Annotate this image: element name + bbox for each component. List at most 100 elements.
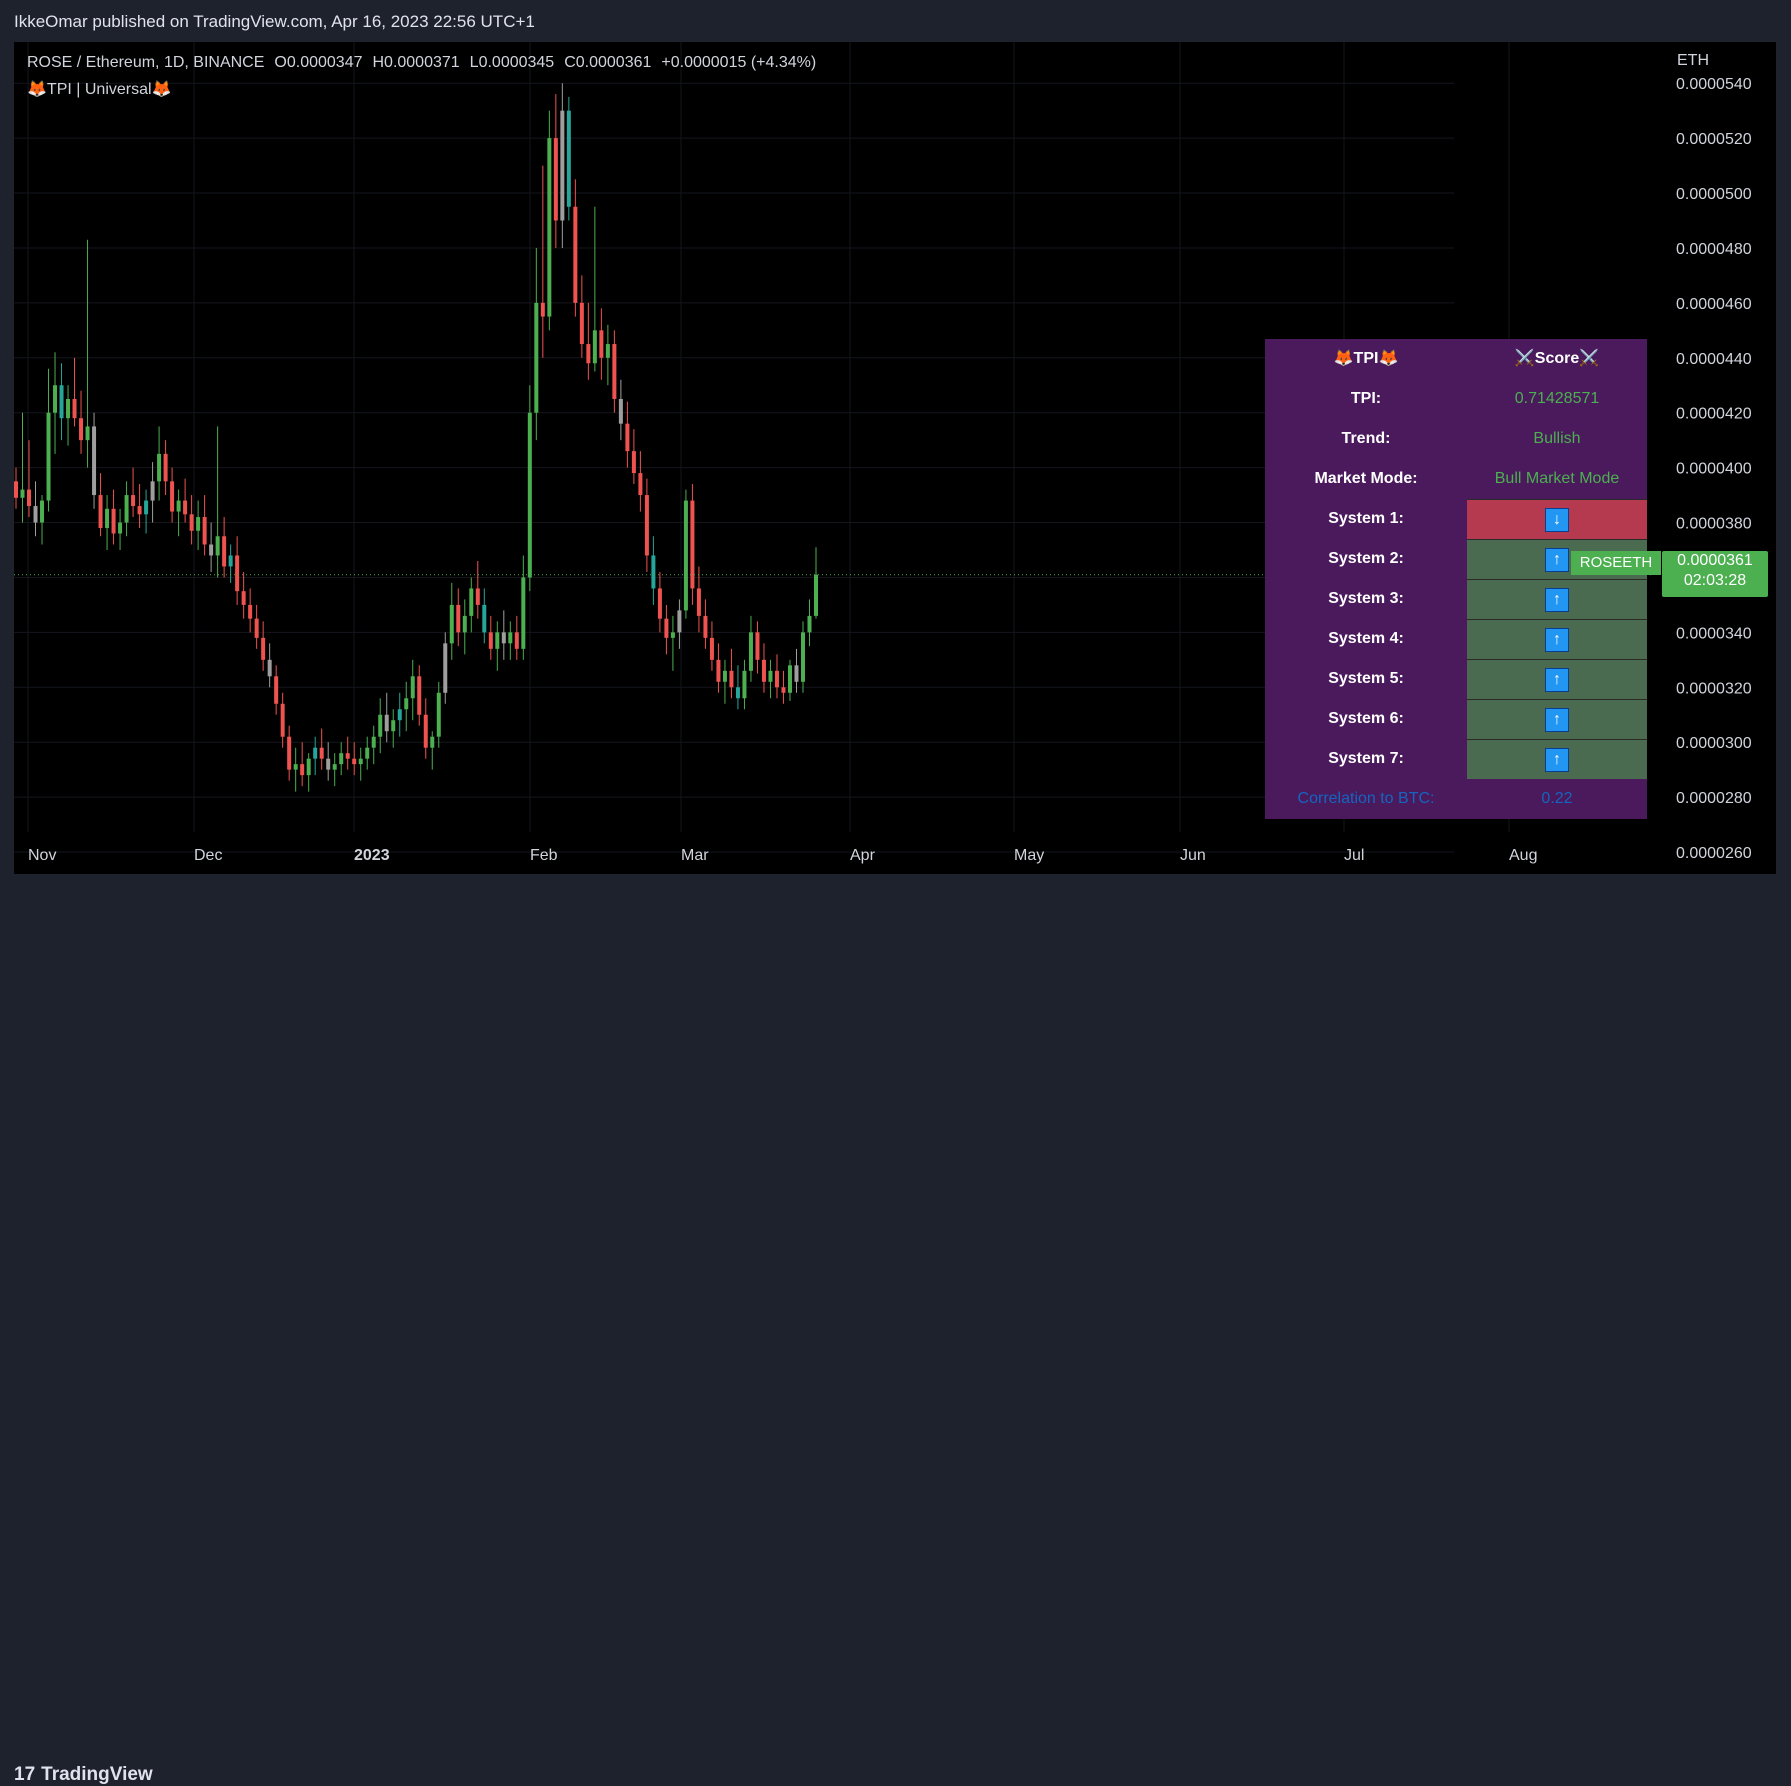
candle-body — [774, 670, 779, 688]
y-tick-label: 0.0000260 — [1676, 845, 1752, 862]
candle-body — [800, 632, 805, 682]
candle-body — [742, 670, 747, 699]
tpi-row-value: ↓ — [1467, 499, 1647, 540]
tpi-row-value: 0.22 — [1541, 790, 1573, 807]
y-tick-label: 0.0000400 — [1676, 461, 1752, 478]
tpi-row-label: System 7: — [1328, 750, 1404, 767]
y-tick-label: 0.0000540 — [1676, 76, 1752, 93]
arrow-up-icon: ↑ — [1545, 587, 1569, 612]
candle-body — [20, 489, 25, 498]
candle-body — [14, 481, 18, 498]
candle-body — [436, 692, 441, 737]
candle-body — [417, 676, 422, 715]
tpi-row-value: ↑ — [1467, 619, 1647, 660]
candle-body — [807, 615, 812, 633]
candle-body — [261, 637, 266, 660]
tpi-row: System 4: ↑ — [1265, 619, 1647, 660]
candle-body — [163, 453, 168, 482]
indicator-title[interactable]: 🦊TPI | Universal🦊 — [27, 81, 172, 98]
tpi-row-value: ⚔️Score⚔️ — [1514, 350, 1600, 367]
candle-body — [280, 703, 285, 737]
candle-body — [781, 687, 786, 693]
candle-body — [599, 330, 604, 358]
candle-body — [618, 398, 623, 424]
candle-body — [547, 138, 552, 317]
price-chart[interactable]: 0.0000540 0.0000520 0.0000500 0.0000480 0.00… — [14, 42, 1776, 874]
candle-body — [501, 632, 506, 644]
candle-body — [787, 665, 792, 693]
candle-body — [423, 714, 428, 748]
tpi-row-value: Bull Market Mode — [1494, 470, 1620, 487]
candle-body — [254, 618, 259, 638]
candle-body — [553, 138, 558, 221]
candle-body — [339, 753, 344, 765]
y-tick-label: 0.0000340 — [1676, 625, 1752, 642]
candle-body — [605, 344, 610, 358]
tpi-row-value: 0.71428571 — [1514, 390, 1600, 407]
x-tick-label: 2023 — [354, 847, 390, 864]
candle-body — [53, 385, 58, 413]
bar-countdown: 02:03:28 — [1683, 572, 1747, 589]
candle-body — [40, 500, 45, 523]
candle-body — [404, 698, 409, 710]
tpi-row-label: System 4: — [1328, 630, 1404, 647]
tpi-row: Correlation to BTC: 0.22 — [1265, 779, 1647, 819]
candle-body — [625, 423, 630, 452]
candle-body — [137, 506, 142, 515]
arrow-down-icon: ↓ — [1545, 507, 1569, 532]
candle-body — [540, 302, 545, 317]
y-tick-label: 0.0000460 — [1676, 296, 1752, 313]
y-tick-label: 0.0000440 — [1676, 351, 1752, 368]
candle-body — [170, 481, 175, 512]
candle-body — [768, 670, 773, 682]
candle-body — [716, 659, 721, 682]
arrow-up-icon: ↑ — [1545, 667, 1569, 692]
tpi-row-value: ↑ — [1467, 739, 1647, 780]
candle-body — [183, 500, 188, 515]
tpi-row: System 6: ↑ — [1265, 699, 1647, 740]
candle-body — [391, 720, 396, 732]
candle-body — [59, 385, 64, 419]
y-tick-label: 0.0000380 — [1676, 516, 1752, 533]
candle-body — [703, 615, 708, 638]
candle-body — [651, 555, 656, 589]
candle-body — [66, 398, 71, 419]
tpi-row: TPI: 0.71428571 — [1265, 379, 1647, 419]
candle-body — [105, 508, 110, 529]
tradingview-logo[interactable]: 17 TradingView — [14, 1764, 153, 1786]
candle-body — [612, 344, 617, 399]
tpi-row-label: Market Mode: — [1314, 470, 1418, 487]
tpi-row-label: System 2: — [1328, 550, 1404, 567]
symbol-label[interactable]: ROSE / Ethereum, 1D, BINANCE — [27, 54, 265, 71]
ohlc-legend: ROSE / Ethereum, 1D, BINANCE O0.0000347 H0… — [27, 54, 826, 72]
tpi-row: Trend: Bullish — [1265, 419, 1647, 459]
tpi-row: Market Mode: Bull Market Mode — [1265, 459, 1647, 499]
candle-body — [462, 615, 467, 633]
candle-body — [222, 536, 227, 567]
candle-body — [794, 665, 799, 682]
candle-body — [293, 764, 298, 770]
candle-body — [332, 764, 337, 770]
candle-body — [430, 736, 435, 748]
candle-body — [287, 736, 292, 770]
candle-body — [92, 426, 97, 496]
y-tick-label: 0.0000480 — [1676, 241, 1752, 258]
tv-logo-mark: 17 — [14, 1764, 36, 1785]
candle-body — [313, 747, 318, 759]
arrow-up-icon: ↑ — [1545, 747, 1569, 772]
x-tick-label: Jul — [1344, 847, 1364, 864]
axis-currency: ETH — [1677, 52, 1709, 69]
y-tick-label: 0.0000500 — [1676, 186, 1752, 203]
candle-body — [274, 676, 279, 704]
candle-body — [514, 632, 519, 649]
candle-body — [677, 610, 682, 633]
y-tick-label: 0.0000320 — [1676, 680, 1752, 697]
candle-body — [397, 709, 402, 721]
candle-body — [131, 495, 136, 507]
tpi-row-label: TPI: — [1350, 390, 1382, 407]
tpi-row-value: ↑ — [1467, 579, 1647, 620]
candle-body — [144, 500, 149, 515]
x-tick-label: May — [1014, 847, 1044, 864]
candle-body — [761, 659, 766, 682]
last-price-tag: 0.0000361 02:03:28 — [1662, 551, 1768, 597]
